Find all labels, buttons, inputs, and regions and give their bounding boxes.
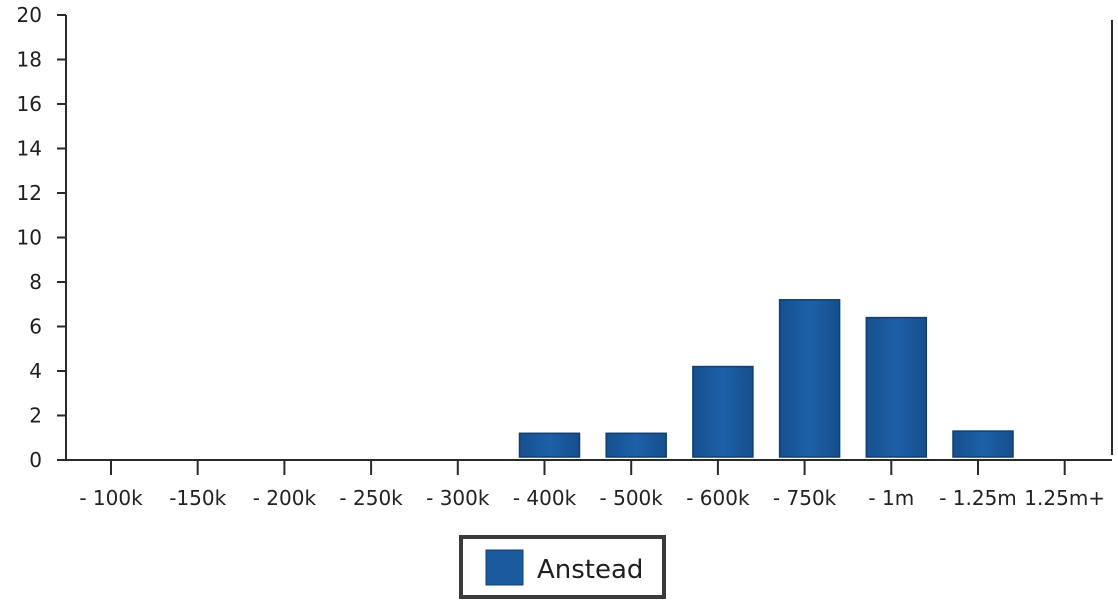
x-tick-label: 1.25m+ (1024, 486, 1105, 510)
x-tick-label: - 300k (426, 486, 490, 510)
y-tick-label: 4 (29, 359, 42, 383)
bar (692, 365, 754, 458)
y-tick-label: 18 (17, 48, 42, 72)
bar (952, 430, 1014, 458)
y-tick-label: 20 (17, 3, 42, 27)
x-tick-label: - 250k (339, 486, 403, 510)
legend-label: Anstead (537, 555, 643, 585)
bar (865, 316, 928, 458)
x-tick-label: -150k (169, 486, 226, 510)
x-tick-label: - 1.25m (939, 486, 1017, 510)
bar (778, 299, 841, 458)
y-tick-label: 12 (17, 181, 42, 205)
x-tick-label: - 600k (686, 486, 750, 510)
y-tick-label: 2 (29, 404, 42, 428)
y-axis: 0 2 4 6 8 10 12 14 16 18 20 (17, 3, 67, 472)
bar (518, 432, 581, 458)
bar (605, 432, 667, 458)
y-tick-label: 14 (17, 137, 42, 161)
x-tick-label: - 400k (513, 486, 577, 510)
x-axis: - 100k -150k - 200k - 250k - 300k - 400k - 500… (66, 459, 1112, 510)
legend-swatch (485, 549, 524, 586)
bars (518, 299, 1014, 458)
y-tick-label: 10 (17, 226, 42, 250)
x-tick-label: - 1m (868, 486, 914, 510)
x-tick-label: - 750k (773, 486, 837, 510)
y-tick-label: 8 (29, 270, 42, 294)
x-tick-label: - 200k (253, 486, 317, 510)
x-tick-label: - 500k (600, 486, 664, 510)
legend: Anstead (459, 535, 666, 599)
y-tick-label: 0 (29, 448, 42, 472)
y-tick-label: 16 (17, 92, 42, 116)
y-tick-label: 6 (29, 315, 42, 339)
x-tick-label: - 100k (79, 486, 143, 510)
